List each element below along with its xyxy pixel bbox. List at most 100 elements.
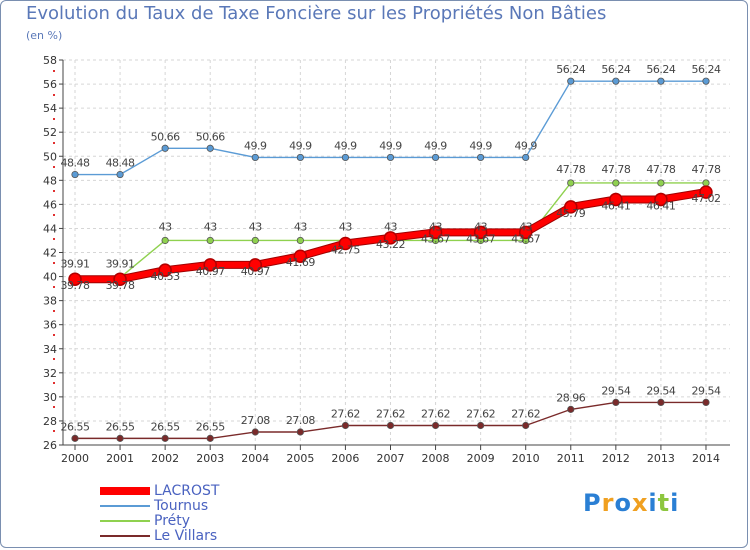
data-point-levillars <box>341 421 350 430</box>
data-label-levillars: 29.54 <box>601 384 630 397</box>
data-label-prty: 43 <box>204 220 217 233</box>
data-point-tournus <box>431 153 440 162</box>
data-point-prty <box>657 179 665 187</box>
data-point-levillars <box>702 398 710 407</box>
data-point-lacrost <box>248 258 263 272</box>
data-label-prty: 47.78 <box>601 163 630 176</box>
data-point-tournus <box>702 77 710 85</box>
data-label-tournus: 49.9 <box>244 139 267 152</box>
data-label-tournus: 49.9 <box>379 139 402 152</box>
data-label-levillars: 27.08 <box>241 414 270 427</box>
data-point-levillars <box>567 405 575 413</box>
data-label-lacrost: 41.69 <box>286 256 315 269</box>
data-point-tournus <box>251 153 259 162</box>
legend-label-prty: Préty <box>154 513 191 529</box>
y-axis-marker <box>53 70 55 72</box>
data-label-tournus: 49.9 <box>334 139 357 152</box>
y-tick-label: 32 <box>43 367 57 380</box>
logo-letter: r <box>601 489 615 517</box>
data-label-prty: 39.91 <box>61 258 90 271</box>
y-tick-label: 42 <box>43 247 57 260</box>
data-label-tournus: 49.9 <box>514 139 537 152</box>
proxiti-logo: Proxiti <box>583 489 679 517</box>
x-tick-label: 2001 <box>106 452 134 465</box>
data-point-tournus <box>567 77 575 85</box>
data-point-tournus <box>341 153 350 162</box>
data-label-prty: 43 <box>294 220 307 233</box>
logo-letter: P <box>583 489 602 517</box>
y-tick-label: 52 <box>43 126 57 139</box>
x-tick-label: 2004 <box>241 452 269 465</box>
x-tick-label: 2008 <box>422 452 450 465</box>
data-point-levillars <box>386 421 395 430</box>
y-axis-marker <box>53 358 55 360</box>
data-point-levillars <box>612 398 620 407</box>
x-tick-label: 2003 <box>196 452 224 465</box>
y-tick-label: 26 <box>43 439 57 452</box>
data-label-tournus: 56.24 <box>646 63 675 76</box>
data-point-prty <box>206 236 214 245</box>
data-label-prty: 43 <box>159 220 172 233</box>
data-point-tournus <box>296 153 304 162</box>
data-point-prty <box>251 236 259 245</box>
y-tick-label: 48 <box>43 174 57 187</box>
legend-label-lacrost: LACROST <box>154 483 220 499</box>
data-point-levillars <box>71 434 79 442</box>
data-label-lacrost: 43.22 <box>376 238 405 251</box>
x-tick-label: 2014 <box>692 452 720 465</box>
data-point-prty <box>612 179 620 187</box>
data-label-prty: 43 <box>429 220 442 233</box>
y-axis-marker <box>53 310 55 312</box>
y-axis-marker <box>53 94 55 96</box>
x-tick-label: 2010 <box>512 452 540 465</box>
data-point-lacrost <box>293 249 308 263</box>
data-label-tournus: 50.66 <box>196 130 225 143</box>
data-label-levillars: 27.08 <box>286 414 315 427</box>
data-label-tournus: 56.24 <box>601 63 630 76</box>
legend-swatch-lacrost <box>100 487 150 495</box>
data-label-levillars: 26.55 <box>106 420 135 433</box>
data-label-lacrost: 47.02 <box>691 192 720 205</box>
data-label-tournus: 48.48 <box>106 157 135 170</box>
data-label-lacrost: 39.78 <box>61 279 90 292</box>
data-label-prty: 39.91 <box>106 258 135 271</box>
data-point-tournus <box>477 153 485 162</box>
y-axis-marker <box>53 406 55 408</box>
data-label-lacrost: 43.67 <box>466 232 495 245</box>
data-label-prty: 43 <box>474 220 487 233</box>
data-point-lacrost <box>473 225 488 240</box>
y-axis-marker <box>53 190 55 192</box>
data-label-tournus: 49.9 <box>424 139 447 152</box>
x-tick-label: 2000 <box>61 452 89 465</box>
data-point-lacrost <box>113 272 127 286</box>
data-point-tournus <box>161 144 169 152</box>
data-point-levillars <box>206 434 214 442</box>
data-point-tournus <box>206 144 214 152</box>
chart-title: Evolution du Taux de Taxe Foncière sur l… <box>26 3 607 24</box>
data-point-tournus <box>612 77 620 85</box>
data-label-tournus: 49.9 <box>469 139 492 152</box>
data-point-levillars <box>161 434 169 442</box>
data-point-lacrost <box>654 192 668 207</box>
data-label-levillars: 27.62 <box>421 408 450 421</box>
data-label-lacrost: 43.67 <box>421 232 450 245</box>
data-point-tournus <box>386 153 395 162</box>
data-point-lacrost <box>68 272 82 286</box>
y-axis-marker <box>53 166 55 168</box>
x-tick-label: 2005 <box>286 452 314 465</box>
data-point-tournus <box>116 170 124 179</box>
y-tick-label: 50 <box>43 150 57 163</box>
data-label-prty: 43 <box>384 220 397 233</box>
data-label-levillars: 26.55 <box>196 420 225 433</box>
data-label-levillars: 29.54 <box>691 384 720 397</box>
y-axis-marker <box>53 430 55 432</box>
y-tick-label: 54 <box>43 102 57 115</box>
data-point-lacrost <box>203 258 217 272</box>
y-tick-label: 28 <box>43 415 57 428</box>
y-tick-label: 38 <box>43 295 57 308</box>
y-tick-label: 56 <box>43 78 57 91</box>
y-tick-label: 44 <box>43 222 57 235</box>
plot-area <box>63 60 730 445</box>
data-point-levillars <box>431 421 440 430</box>
data-point-tournus <box>522 153 530 162</box>
